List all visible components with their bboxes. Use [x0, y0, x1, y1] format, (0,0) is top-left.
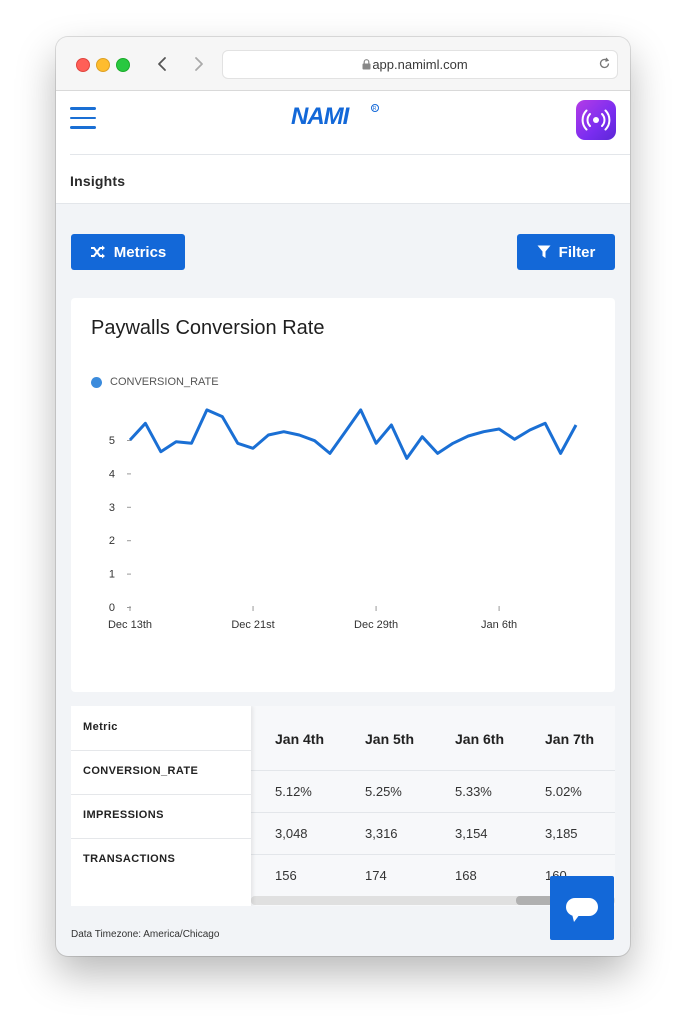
filter-button[interactable]: Filter	[517, 234, 615, 270]
table-cell: 3,316	[365, 826, 398, 841]
conversion-rate-line	[128, 408, 578, 460]
legend-label: CONVERSION_RATE	[110, 376, 219, 388]
metric-row-label: IMPRESSIONS	[71, 794, 251, 839]
reload-icon[interactable]	[598, 57, 611, 70]
metrics-button-label: Metrics	[113, 243, 167, 261]
svg-text:R: R	[373, 106, 377, 112]
column-header: Jan 7th	[545, 731, 595, 747]
y-tick-label: 1	[109, 569, 115, 581]
table-data-scroll-area[interactable]: Jan 4th Jan 5th Jan 6th Jan 7th 5.12% 5.…	[251, 706, 615, 906]
y-tick-label: 4	[109, 468, 115, 480]
chart-card: Paywalls Conversion Rate CONVERSION_RATE…	[71, 298, 615, 692]
row-divider	[251, 854, 615, 855]
table-cell: 5.02%	[545, 784, 582, 799]
column-header: Jan 6th	[455, 731, 505, 747]
address-bar[interactable]: app.namiml.com	[222, 50, 618, 79]
broadcast-icon	[581, 109, 611, 131]
hamburger-menu-icon[interactable]	[70, 107, 96, 129]
lock-icon	[362, 59, 371, 70]
filter-button-label: Filter	[558, 243, 596, 261]
x-tick-label: Jan 6th	[481, 619, 517, 631]
table-cell: 156	[275, 868, 297, 883]
horizontal-scrollbar[interactable]	[251, 896, 615, 905]
column-header: Jan 5th	[365, 731, 415, 747]
browser-window: app.namiml.com NAMI R Insights	[56, 37, 630, 956]
filter-icon	[537, 245, 551, 258]
svg-text:NAMI: NAMI	[291, 103, 351, 129]
chart-title: Paywalls Conversion Rate	[91, 317, 325, 339]
app-header: NAMI R Insights	[56, 91, 630, 204]
app-icon[interactable]	[576, 100, 616, 140]
scrollbar-thumb[interactable]	[516, 896, 576, 905]
nami-logo: NAMI R	[291, 103, 379, 129]
table-cell: 174	[365, 868, 387, 883]
metric-row-label: CONVERSION_RATE	[71, 750, 251, 795]
y-tick-label: 0	[109, 602, 115, 614]
metric-row-label: TRANSACTIONS	[83, 853, 176, 865]
forward-arrow-icon[interactable]	[189, 55, 207, 73]
chat-button[interactable]	[550, 876, 614, 940]
chat-bubble-tail	[572, 914, 580, 922]
maximize-window-button[interactable]	[116, 58, 130, 72]
table-cell: 5.12%	[275, 784, 312, 799]
table-cell: 5.25%	[365, 784, 402, 799]
row-divider	[251, 770, 615, 771]
row-divider	[251, 812, 615, 813]
chart-legend[interactable]: CONVERSION_RATE	[91, 376, 219, 388]
metrics-table: Metric CONVERSION_RATE IMPRESSIONS TRANS…	[71, 706, 615, 906]
table-cell: 3,048	[275, 826, 308, 841]
x-tick-label: Dec 29th	[354, 619, 398, 631]
page-title: Insights	[70, 173, 126, 189]
timezone-note: Data Timezone: America/Chicago	[71, 929, 220, 940]
y-tick-label: 2	[109, 535, 115, 547]
address-url: app.namiml.com	[372, 57, 468, 72]
table-cell: 3,154	[455, 826, 488, 841]
metric-header: Metric	[83, 721, 118, 733]
table-cell: 5.33%	[455, 784, 492, 799]
metrics-button[interactable]: Metrics	[71, 234, 185, 270]
table-cell: 168	[455, 868, 477, 883]
metric-column: Metric CONVERSION_RATE IMPRESSIONS TRANS…	[71, 706, 251, 906]
legend-marker	[91, 376, 102, 388]
browser-titlebar: app.namiml.com	[56, 37, 630, 91]
metric-header-cell: Metric	[71, 706, 251, 751]
table-cell: 3,185	[545, 826, 578, 841]
back-arrow-icon[interactable]	[154, 55, 172, 73]
header-divider	[70, 154, 630, 155]
shuffle-icon	[90, 245, 105, 259]
y-tick-label: 3	[109, 502, 115, 514]
y-tick-label: 5	[109, 435, 115, 447]
minimize-window-button[interactable]	[96, 58, 110, 72]
column-header: Jan 4th	[275, 731, 325, 747]
x-tick-label: Dec 13th	[108, 619, 152, 631]
close-window-button[interactable]	[76, 58, 90, 72]
chat-icon	[566, 898, 598, 916]
conversion-rate-chart: 0 1 2 3 4 5 Dec 13th Dec 21st Dec 29th Jan 6th	[108, 408, 578, 631]
x-tick-label: Dec 21st	[231, 619, 274, 631]
